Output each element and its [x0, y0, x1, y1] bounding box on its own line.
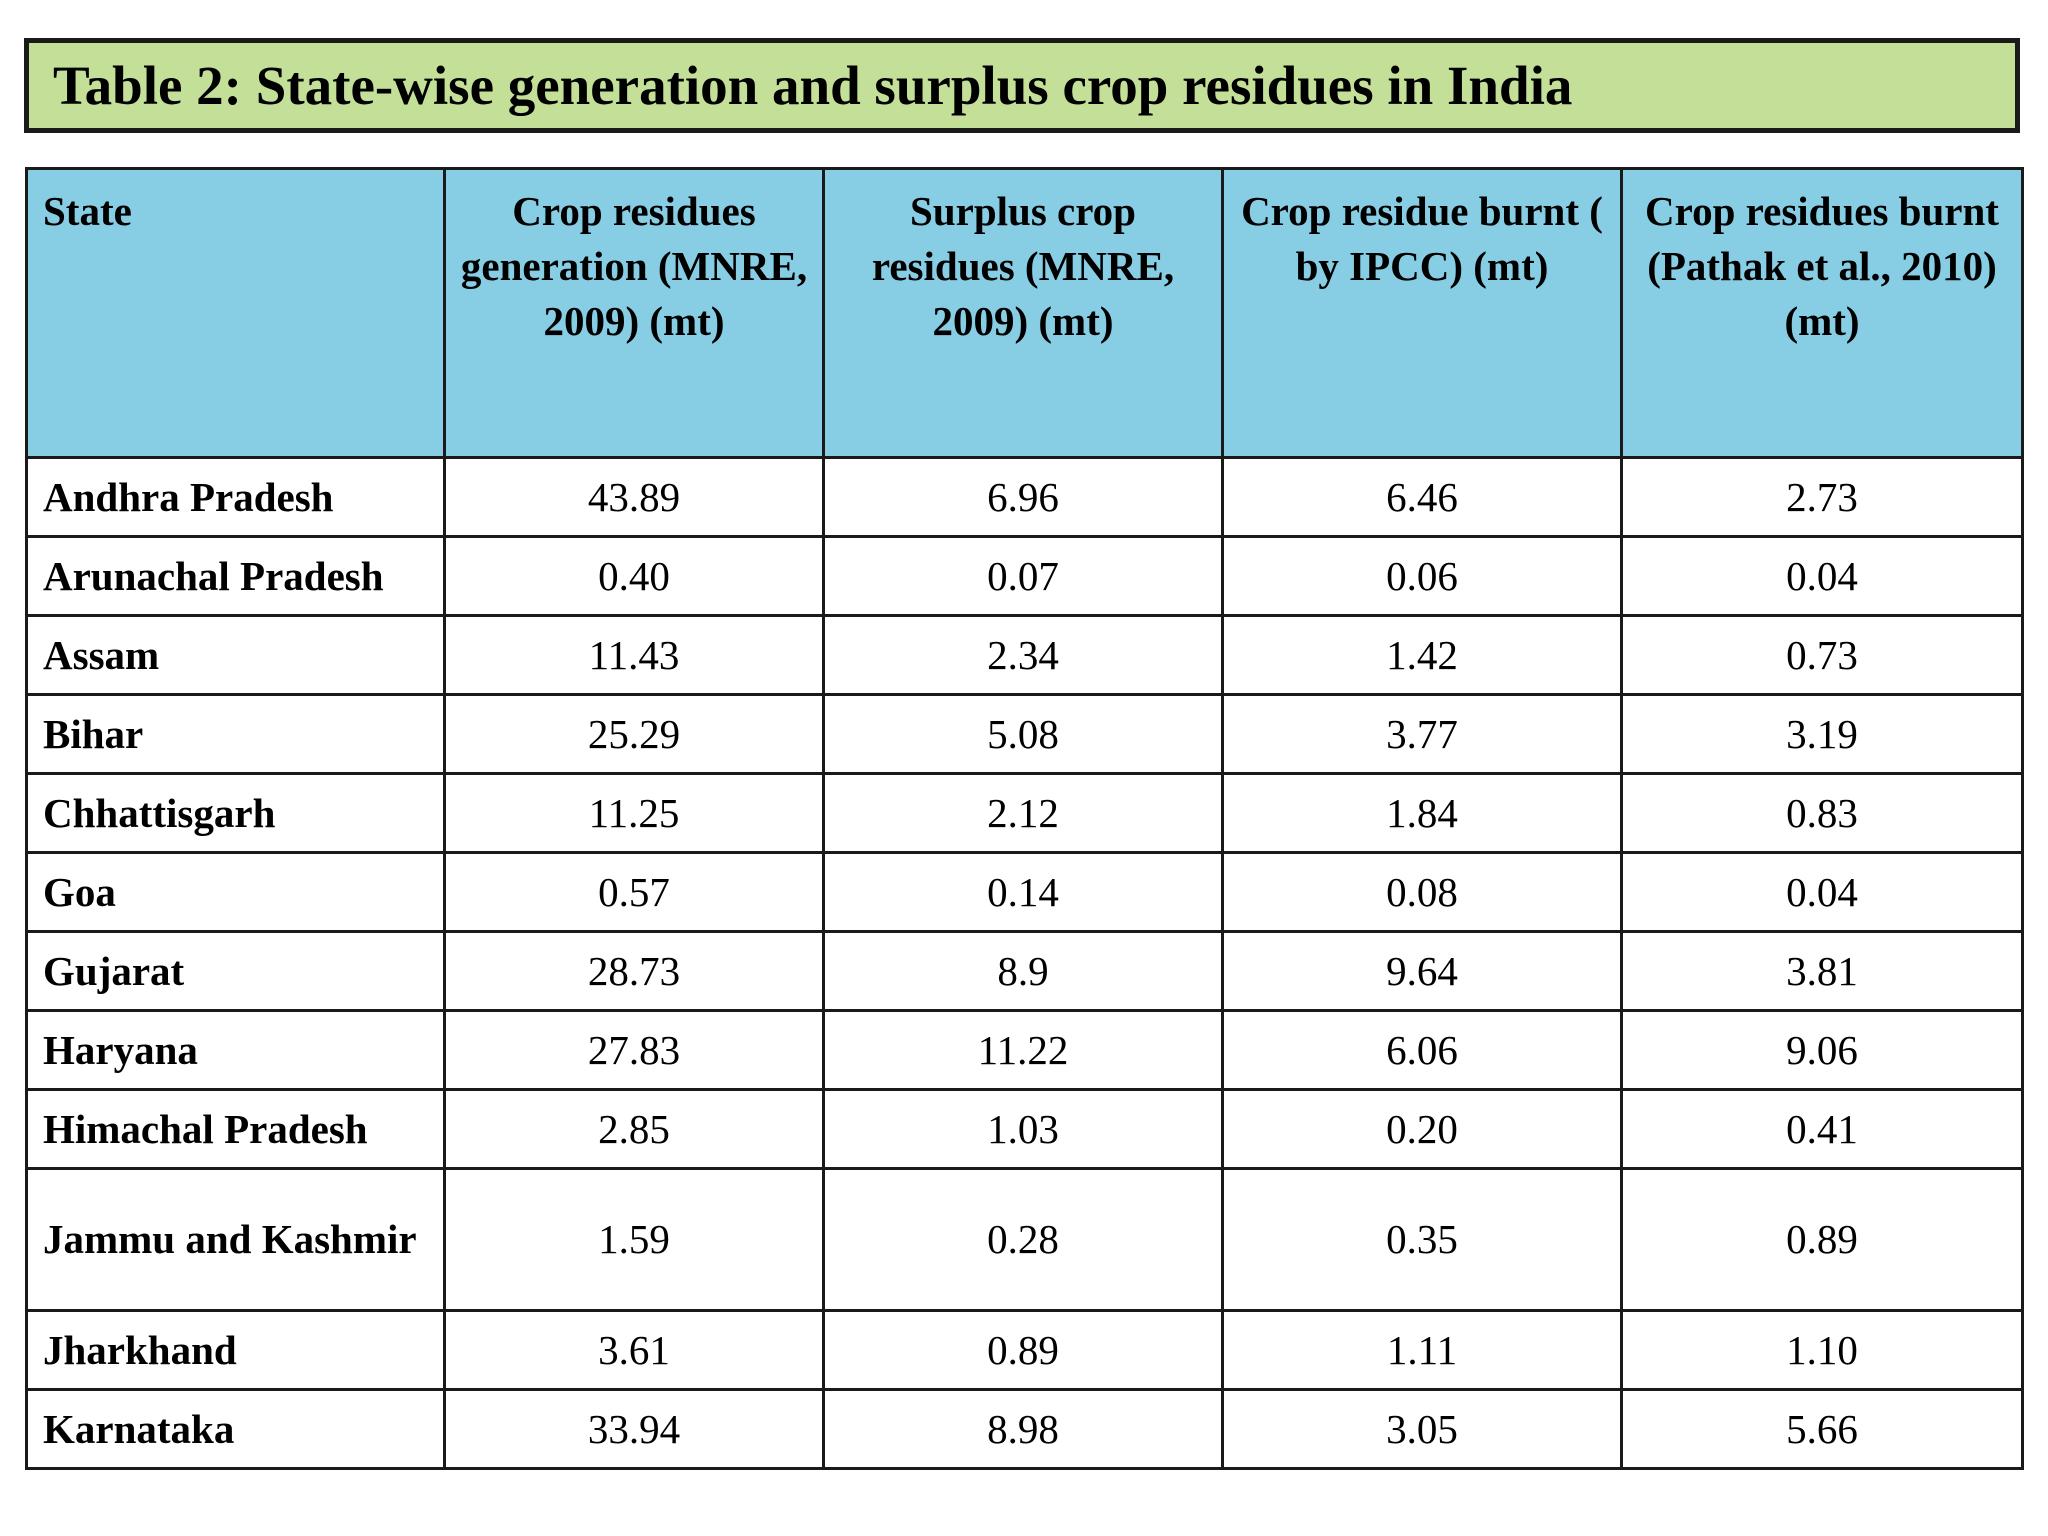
table-row: Himachal Pradesh 2.85 1.03 0.20 0.41	[25, 1088, 2024, 1170]
burnt-pathak-cell: 0.41	[1620, 1088, 2024, 1170]
surplus-cell: 0.14	[822, 851, 1224, 933]
table-row: Jharkhand 3.61 0.89 1.11 1.10	[25, 1309, 2024, 1391]
generation-cell: 33.94	[443, 1388, 825, 1470]
surplus-cell: 0.07	[822, 535, 1224, 617]
burnt-ipcc-cell: 1.42	[1221, 614, 1623, 696]
burnt-pathak-cell: 0.89	[1620, 1167, 2024, 1312]
state-cell: Himachal Pradesh	[25, 1088, 446, 1170]
burnt-ipcc-cell: 3.05	[1221, 1388, 1623, 1470]
generation-cell: 27.83	[443, 1009, 825, 1091]
burnt-pathak-cell: 0.73	[1620, 614, 2024, 696]
surplus-cell: 0.28	[822, 1167, 1224, 1312]
generation-cell: 25.29	[443, 693, 825, 775]
state-cell: Chhattisgarh	[25, 772, 446, 854]
state-cell: Bihar	[25, 693, 446, 775]
header-burnt-ipcc: Crop residue burnt ( by IPCC) (mt)	[1221, 167, 1623, 459]
state-cell: Andhra Pradesh	[25, 456, 446, 538]
state-cell: Gujarat	[25, 930, 446, 1012]
table-row: Assam 11.43 2.34 1.42 0.73	[25, 614, 2024, 696]
table-row: Chhattisgarh 11.25 2.12 1.84 0.83	[25, 772, 2024, 854]
burnt-pathak-cell: 5.66	[1620, 1388, 2024, 1470]
burnt-pathak-cell: 2.73	[1620, 456, 2024, 538]
surplus-cell: 1.03	[822, 1088, 1224, 1170]
table-row: Arunachal Pradesh 0.40 0.07 0.06 0.04	[25, 535, 2024, 617]
generation-cell: 11.43	[443, 614, 825, 696]
table-header: State Crop residues generation (MNRE, 20…	[25, 167, 2024, 459]
burnt-pathak-cell: 3.19	[1620, 693, 2024, 775]
burnt-pathak-cell: 1.10	[1620, 1309, 2024, 1391]
burnt-ipcc-cell: 0.08	[1221, 851, 1623, 933]
table-title-banner: Table 2: State-wise generation and surpl…	[24, 38, 2020, 133]
header-generation: Crop residues generation (MNRE, 2009) (m…	[443, 167, 825, 459]
generation-cell: 43.89	[443, 456, 825, 538]
table-row: Haryana 27.83 11.22 6.06 9.06	[25, 1009, 2024, 1091]
burnt-pathak-cell: 0.83	[1620, 772, 2024, 854]
surplus-cell: 6.96	[822, 456, 1224, 538]
state-cell: Goa	[25, 851, 446, 933]
table-body: Andhra Pradesh 43.89 6.96 6.46 2.73 Arunachal…	[25, 456, 2024, 1470]
burnt-pathak-cell: 9.06	[1620, 1009, 2024, 1091]
burnt-ipcc-cell: 6.46	[1221, 456, 1623, 538]
surplus-cell: 8.98	[822, 1388, 1224, 1470]
surplus-cell: 5.08	[822, 693, 1224, 775]
table-row: Karnataka 33.94 8.98 3.05 5.66	[25, 1388, 2024, 1470]
table-row: Goa 0.57 0.14 0.08 0.04	[25, 851, 2024, 933]
burnt-ipcc-cell: 0.06	[1221, 535, 1623, 617]
burnt-ipcc-cell: 3.77	[1221, 693, 1623, 775]
header-row: State Crop residues generation (MNRE, 20…	[25, 167, 2024, 459]
header-state: State	[25, 167, 446, 459]
burnt-ipcc-cell: 9.64	[1221, 930, 1623, 1012]
table-title: Table 2: State-wise generation and surpl…	[53, 55, 1573, 116]
burnt-pathak-cell: 3.81	[1620, 930, 2024, 1012]
generation-cell: 0.57	[443, 851, 825, 933]
generation-cell: 28.73	[443, 930, 825, 1012]
burnt-ipcc-cell: 6.06	[1221, 1009, 1623, 1091]
surplus-cell: 8.9	[822, 930, 1224, 1012]
burnt-pathak-cell: 0.04	[1620, 535, 2024, 617]
burnt-ipcc-cell: 1.84	[1221, 772, 1623, 854]
state-cell: Arunachal Pradesh	[25, 535, 446, 617]
state-cell: Jharkhand	[25, 1309, 446, 1391]
header-surplus: Surplus crop residues (MNRE, 2009) (mt)	[822, 167, 1224, 459]
table-row: Gujarat 28.73 8.9 9.64 3.81	[25, 930, 2024, 1012]
generation-cell: 0.40	[443, 535, 825, 617]
table-row: Jammu and Kashmir 1.59 0.28 0.35 0.89	[25, 1167, 2024, 1312]
crop-residues-table: State Crop residues generation (MNRE, 20…	[25, 167, 2024, 1470]
surplus-cell: 0.89	[822, 1309, 1224, 1391]
state-cell: Haryana	[25, 1009, 446, 1091]
generation-cell: 3.61	[443, 1309, 825, 1391]
state-cell: Karnataka	[25, 1388, 446, 1470]
state-cell: Jammu and Kashmir	[25, 1167, 446, 1312]
generation-cell: 2.85	[443, 1088, 825, 1170]
surplus-cell: 2.34	[822, 614, 1224, 696]
surplus-cell: 2.12	[822, 772, 1224, 854]
generation-cell: 1.59	[443, 1167, 825, 1312]
burnt-pathak-cell: 0.04	[1620, 851, 2024, 933]
surplus-cell: 11.22	[822, 1009, 1224, 1091]
state-cell: Assam	[25, 614, 446, 696]
burnt-ipcc-cell: 0.20	[1221, 1088, 1623, 1170]
burnt-ipcc-cell: 1.11	[1221, 1309, 1623, 1391]
table-row: Bihar 25.29 5.08 3.77 3.19	[25, 693, 2024, 775]
table-row: Andhra Pradesh 43.89 6.96 6.46 2.73	[25, 456, 2024, 538]
header-burnt-pathak: Crop residues burnt (Pathak et al., 2010…	[1620, 167, 2024, 459]
generation-cell: 11.25	[443, 772, 825, 854]
burnt-ipcc-cell: 0.35	[1221, 1167, 1623, 1312]
